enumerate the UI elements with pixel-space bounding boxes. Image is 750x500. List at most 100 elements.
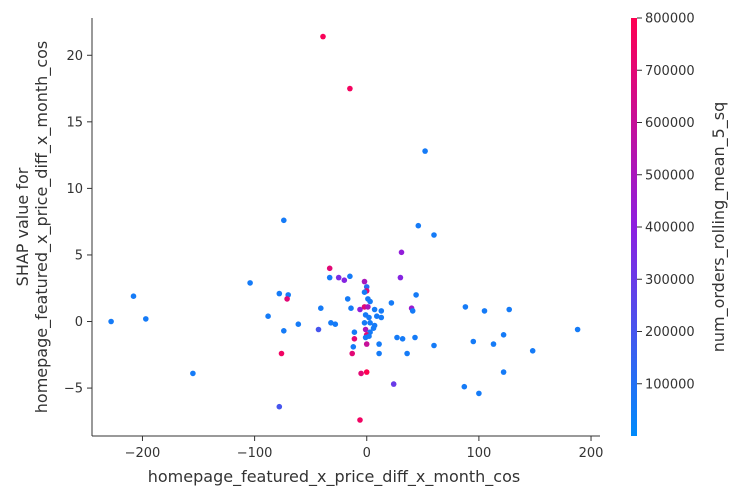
colorbar-tick-label: 500000 bbox=[645, 168, 695, 183]
data-point bbox=[409, 308, 416, 314]
x-tick-label: 100 bbox=[466, 446, 491, 461]
data-point bbox=[422, 148, 428, 154]
data-point bbox=[351, 336, 358, 342]
data-point bbox=[265, 313, 271, 320]
data-point bbox=[476, 390, 482, 397]
y-tick-label: 10 bbox=[66, 182, 83, 197]
data-point bbox=[284, 296, 290, 302]
data-point bbox=[529, 348, 536, 354]
data-point bbox=[431, 342, 437, 349]
data-point bbox=[363, 284, 370, 290]
data-point bbox=[388, 300, 395, 306]
data-point bbox=[399, 336, 406, 342]
data-point bbox=[276, 290, 283, 297]
data-point bbox=[315, 326, 322, 333]
data-point bbox=[281, 217, 287, 224]
x-tick-label: −100 bbox=[237, 446, 273, 461]
data-point bbox=[281, 328, 287, 334]
data-point bbox=[335, 274, 342, 281]
y-tick-label: 15 bbox=[66, 115, 83, 130]
y-tick-label: 0 bbox=[75, 315, 83, 330]
data-point bbox=[574, 326, 581, 333]
data-point bbox=[344, 296, 351, 302]
data-point bbox=[371, 306, 378, 313]
y-tick-label: 20 bbox=[66, 49, 83, 64]
colorbar-tick-label: 300000 bbox=[645, 273, 695, 288]
data-point bbox=[394, 334, 400, 341]
data-point bbox=[347, 273, 353, 280]
x-tick-label: −200 bbox=[125, 446, 161, 461]
data-point bbox=[397, 274, 404, 281]
x-axis-label: homepage_featured_x_price_diff_x_month_c… bbox=[148, 467, 520, 487]
axes: −200 −100 0 100 200 −5 0 5 10 15 20 homepage_featur… bbox=[13, 18, 603, 487]
data-point bbox=[361, 320, 368, 326]
data-point bbox=[404, 350, 410, 357]
data-point bbox=[363, 341, 370, 347]
data-point bbox=[412, 334, 418, 341]
data-point bbox=[318, 305, 324, 312]
x-tick-label: 200 bbox=[579, 446, 604, 461]
data-point bbox=[108, 318, 114, 325]
colorbar-tick-label: 400000 bbox=[645, 221, 695, 236]
scatter-points bbox=[108, 33, 581, 423]
data-point bbox=[500, 369, 507, 375]
data-point bbox=[413, 292, 419, 298]
data-point bbox=[461, 383, 468, 390]
data-point bbox=[470, 338, 477, 345]
data-point bbox=[415, 222, 422, 229]
data-point bbox=[431, 232, 437, 238]
data-point bbox=[374, 313, 380, 320]
data-point bbox=[347, 85, 353, 92]
data-point bbox=[143, 316, 149, 322]
data-point bbox=[378, 308, 385, 314]
data-point bbox=[357, 306, 363, 313]
data-point bbox=[376, 341, 382, 347]
colorbar-tick-label: 700000 bbox=[645, 64, 695, 79]
colorbar: 100000 200000 300000 400000 500000 600000 7000… bbox=[631, 12, 729, 436]
data-point bbox=[500, 332, 507, 338]
data-point bbox=[481, 308, 488, 314]
colorbar-gradient bbox=[631, 18, 637, 436]
data-point bbox=[366, 314, 372, 321]
data-point bbox=[366, 333, 372, 340]
colorbar-tick-label: 100000 bbox=[645, 377, 695, 392]
data-point bbox=[278, 350, 285, 357]
y-tick-label: −5 bbox=[64, 382, 83, 397]
data-point bbox=[358, 370, 364, 377]
data-point bbox=[348, 305, 354, 312]
data-point bbox=[341, 277, 348, 284]
data-point bbox=[351, 329, 358, 336]
y-tick-label: 5 bbox=[75, 248, 83, 263]
data-point bbox=[357, 417, 363, 423]
x-tick-label: 0 bbox=[363, 446, 371, 461]
colorbar-tick-label: 200000 bbox=[645, 325, 695, 340]
data-point bbox=[350, 344, 357, 350]
data-point bbox=[506, 306, 512, 313]
data-point bbox=[378, 314, 385, 321]
colorbar-tick-label: 800000 bbox=[645, 12, 695, 27]
data-point bbox=[363, 369, 370, 375]
data-point bbox=[376, 350, 382, 357]
data-point bbox=[276, 403, 283, 410]
data-point bbox=[332, 321, 339, 328]
data-point bbox=[328, 320, 334, 326]
data-point bbox=[370, 325, 377, 332]
data-point bbox=[247, 280, 253, 286]
data-point bbox=[349, 350, 356, 357]
data-point bbox=[190, 370, 196, 377]
y-axis-label: SHAP value forhomepage_featured_x_price_… bbox=[13, 41, 52, 413]
data-point bbox=[320, 33, 326, 40]
data-point bbox=[361, 289, 368, 296]
data-point bbox=[130, 293, 137, 300]
data-point bbox=[362, 326, 369, 333]
data-point bbox=[367, 298, 373, 305]
data-point bbox=[462, 304, 469, 310]
data-point bbox=[490, 341, 497, 347]
data-point bbox=[398, 249, 405, 256]
data-point bbox=[326, 265, 333, 272]
data-point bbox=[295, 321, 302, 328]
data-point bbox=[361, 278, 368, 285]
colorbar-tick-label: 600000 bbox=[645, 116, 695, 131]
data-point bbox=[390, 381, 397, 387]
